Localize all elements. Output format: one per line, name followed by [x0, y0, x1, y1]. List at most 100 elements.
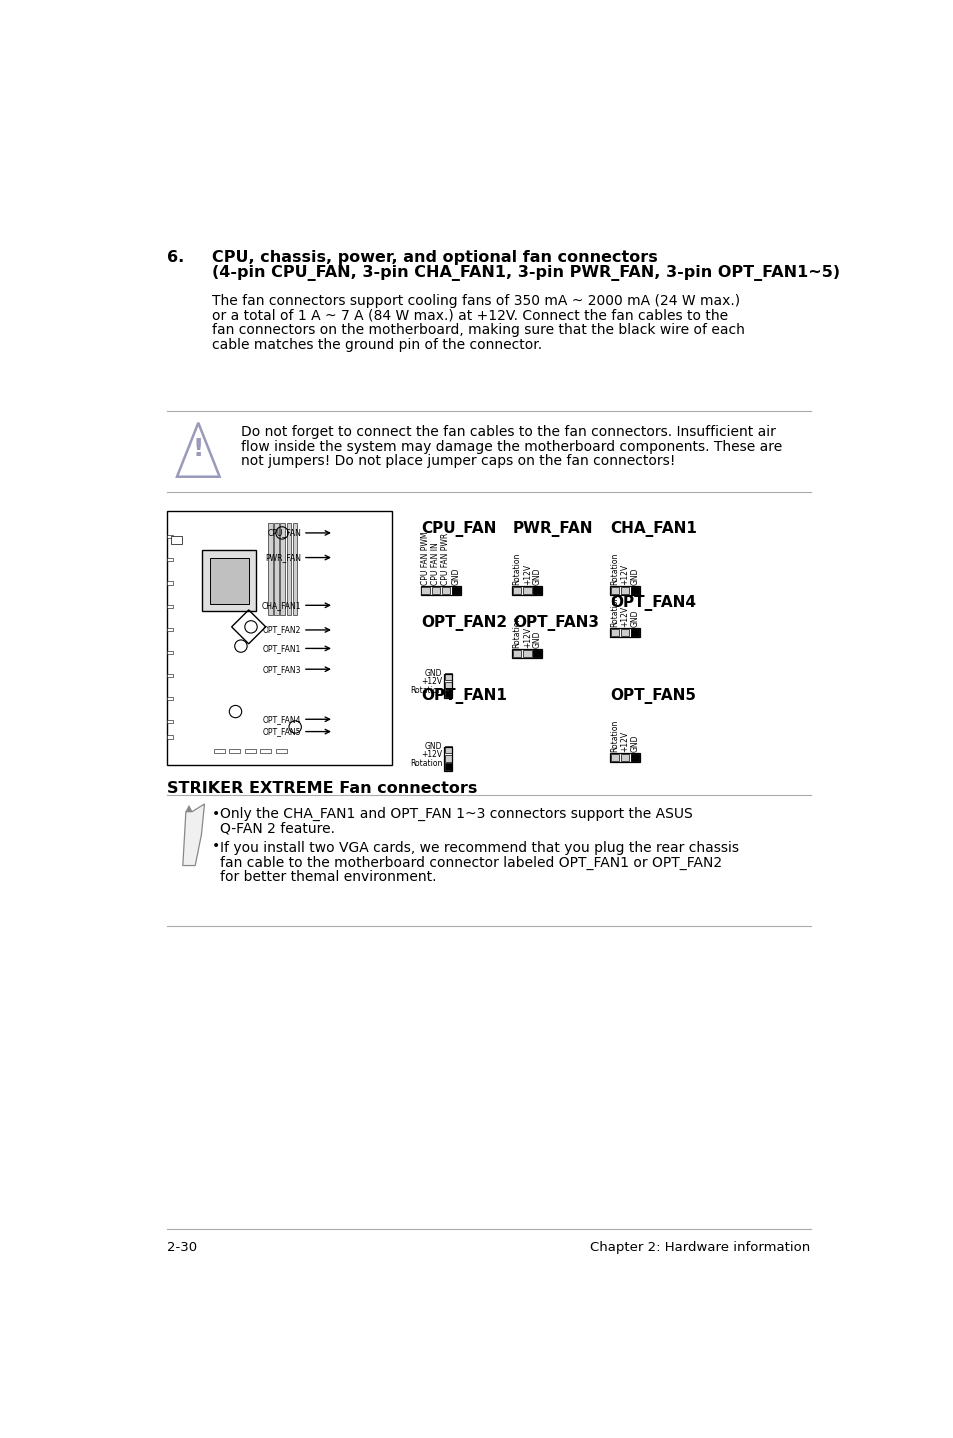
Bar	[443, 674, 452, 697]
Bar	[167, 512, 392, 765]
Text: +12V: +12V	[619, 605, 629, 627]
Bar	[431, 587, 439, 594]
Text: GND: GND	[630, 735, 639, 752]
Bar	[630, 630, 639, 636]
Bar	[245, 749, 255, 754]
Bar	[533, 650, 541, 657]
Text: If you install two VGA cards, we recommend that you plug the rear chassis: If you install two VGA cards, we recomme…	[220, 841, 739, 856]
Bar	[167, 735, 173, 739]
Bar	[420, 587, 460, 594]
Bar	[630, 587, 639, 594]
Text: The fan connectors support cooling fans of 350 mA ~ 2000 mA (24 W max.): The fan connectors support cooling fans …	[212, 295, 740, 308]
Bar	[512, 587, 542, 594]
Bar	[512, 649, 542, 657]
Text: OPT_FAN2: OPT_FAN2	[421, 615, 507, 631]
Bar	[202, 549, 256, 611]
Bar	[167, 697, 173, 700]
Bar	[620, 587, 629, 594]
Text: CPU FAN IN: CPU FAN IN	[431, 542, 440, 584]
Text: OPT_FAN3: OPT_FAN3	[263, 664, 301, 674]
Bar	[167, 558, 173, 561]
Text: PWR_FAN: PWR_FAN	[513, 521, 593, 536]
Bar	[620, 754, 629, 761]
Bar	[533, 587, 541, 594]
Bar	[609, 754, 639, 762]
Bar	[443, 746, 452, 771]
Bar	[610, 587, 618, 594]
Text: 6.: 6.	[167, 250, 184, 265]
Text: CHA_FAN1: CHA_FAN1	[262, 601, 301, 610]
Polygon shape	[177, 423, 219, 477]
Bar	[610, 754, 618, 761]
Text: CPU, chassis, power, and optional fan connectors: CPU, chassis, power, and optional fan co…	[212, 250, 658, 265]
Bar	[275, 749, 286, 754]
Text: for better themal environment.: for better themal environment.	[220, 870, 436, 884]
Bar	[630, 754, 639, 761]
Bar	[630, 630, 639, 636]
Text: Rotation: Rotation	[512, 552, 521, 584]
Bar	[167, 651, 173, 654]
Bar	[522, 587, 531, 594]
Text: OPT_FAN1: OPT_FAN1	[421, 689, 507, 705]
Bar	[513, 650, 521, 657]
Bar	[268, 523, 273, 615]
Bar	[167, 535, 173, 538]
Text: OPT_FAN2: OPT_FAN2	[263, 626, 301, 634]
Text: GND: GND	[533, 630, 541, 647]
Bar	[171, 536, 182, 544]
Bar	[609, 587, 639, 594]
Text: •: •	[212, 840, 220, 853]
Text: CPU_FAN: CPU_FAN	[421, 521, 497, 536]
Bar	[444, 755, 452, 762]
Text: GND: GND	[630, 610, 639, 627]
Bar	[213, 749, 224, 754]
Text: Chapter 2: Hardware information: Chapter 2: Hardware information	[590, 1241, 810, 1254]
Bar	[630, 587, 639, 594]
Bar	[609, 628, 639, 637]
Text: cable matches the ground pin of the connector.: cable matches the ground pin of the conn…	[212, 338, 542, 352]
Text: CPU FAN PWR: CPU FAN PWR	[441, 532, 450, 584]
Bar	[167, 720, 173, 723]
Text: +12V: +12V	[619, 731, 629, 752]
Text: Do not forget to connect the fan cables to the fan connectors. Insufficient air: Do not forget to connect the fan cables …	[241, 426, 775, 439]
Text: GND: GND	[533, 567, 541, 584]
Bar	[293, 523, 297, 615]
Text: Rotation: Rotation	[410, 686, 442, 695]
Polygon shape	[183, 804, 204, 866]
Bar	[260, 749, 271, 754]
Text: 2-30: 2-30	[167, 1241, 197, 1254]
Text: OPT_FAN1: OPT_FAN1	[263, 644, 301, 653]
Text: OPT_FAN4: OPT_FAN4	[610, 594, 696, 611]
Text: Rotation: Rotation	[610, 594, 618, 627]
Text: GND: GND	[451, 567, 460, 584]
Text: Rotation: Rotation	[610, 719, 618, 752]
Text: fan connectors on the motherboard, making sure that the black wire of each: fan connectors on the motherboard, makin…	[212, 324, 744, 338]
Text: OPT_FAN5: OPT_FAN5	[610, 689, 696, 705]
Text: Only the CHA_FAN1 and OPT_FAN 1~3 connectors support the ASUS: Only the CHA_FAN1 and OPT_FAN 1~3 connec…	[220, 807, 692, 821]
Text: STRIKER EXTREME Fan connectors: STRIKER EXTREME Fan connectors	[167, 781, 477, 795]
Text: Q-FAN 2 feature.: Q-FAN 2 feature.	[220, 821, 335, 835]
Bar	[421, 587, 430, 594]
Text: !: !	[193, 437, 204, 460]
Text: Rotation: Rotation	[512, 615, 521, 647]
Text: flow inside the system may damage the motherboard components. These are: flow inside the system may damage the mo…	[241, 440, 781, 454]
Bar	[210, 558, 249, 604]
Text: CPU_FAN: CPU_FAN	[267, 528, 301, 538]
Bar	[286, 523, 291, 615]
Bar	[444, 682, 452, 689]
Bar	[610, 630, 618, 636]
Bar	[167, 604, 173, 608]
Bar	[280, 523, 285, 615]
Text: CHA_FAN1: CHA_FAN1	[610, 521, 697, 536]
Text: GND: GND	[424, 742, 442, 751]
Bar	[167, 627, 173, 631]
Bar	[444, 690, 452, 697]
Bar	[522, 650, 531, 657]
Bar	[274, 523, 278, 615]
Text: +12V: +12V	[421, 677, 442, 686]
Text: (4-pin CPU_FAN, 3-pin CHA_FAN1, 3-pin PWR_FAN, 3-pin OPT_FAN1~5): (4-pin CPU_FAN, 3-pin CHA_FAN1, 3-pin PW…	[212, 265, 840, 280]
Text: CPU FAN PWM: CPU FAN PWM	[421, 531, 430, 584]
Bar	[452, 587, 459, 594]
Text: OPT_FAN4: OPT_FAN4	[263, 715, 301, 723]
Bar	[167, 674, 173, 677]
